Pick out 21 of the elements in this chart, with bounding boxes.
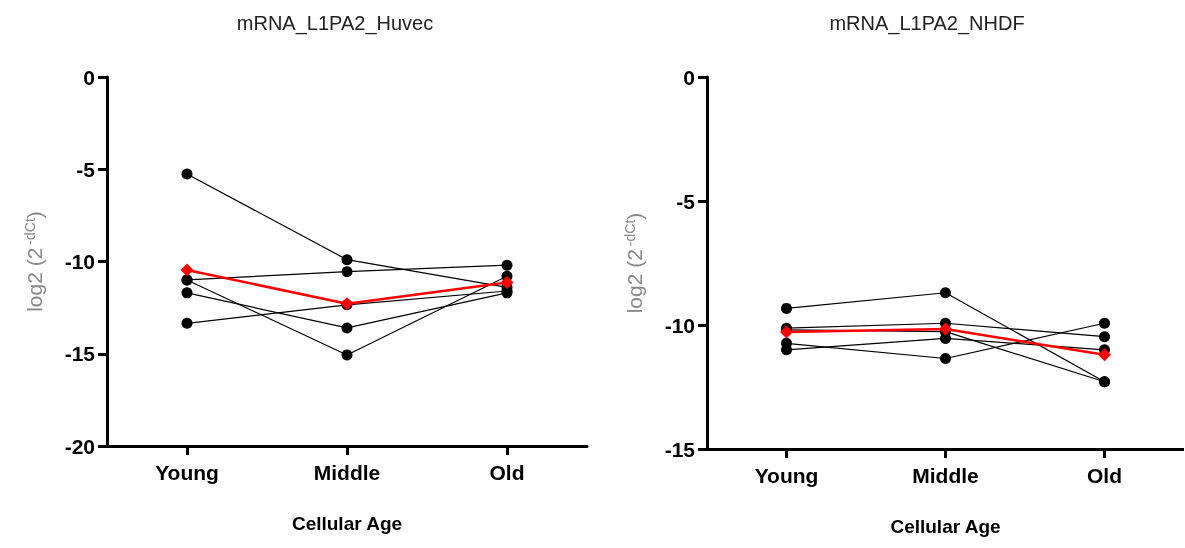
x-tick-label: Old xyxy=(489,461,525,484)
x-tick-label: Middle xyxy=(912,464,979,487)
x-tick-label: Middle xyxy=(313,461,381,484)
y-tick-label: -10 xyxy=(64,250,95,273)
y-tick-label: 0 xyxy=(683,65,695,89)
x-axis-title: Cellular Age xyxy=(291,513,403,534)
y-axis-title: log2 (2-dCt) xyxy=(22,211,46,312)
y-tick-label: 0 xyxy=(83,65,95,89)
y-tick-label: -5 xyxy=(76,157,96,181)
x-tick-label: Young xyxy=(754,464,819,487)
x-tick-label: Young xyxy=(155,461,219,484)
chart-title: mRNA_L1PA2_NHDF xyxy=(829,12,1025,35)
y-tick-label: -5 xyxy=(676,189,696,213)
y-tick-label: -15 xyxy=(664,437,696,461)
x-tick-label: Old xyxy=(1087,464,1122,487)
y-tick-label: -20 xyxy=(64,434,95,458)
y-tick-label: -10 xyxy=(664,313,695,337)
y-axis-title: log2 (2-dCt) xyxy=(622,212,646,314)
y-tick-label: -15 xyxy=(64,342,96,366)
chart-title: mRNA_L1PA2_Huvec xyxy=(236,12,434,35)
x-axis-title: Cellular Age xyxy=(890,516,1001,537)
